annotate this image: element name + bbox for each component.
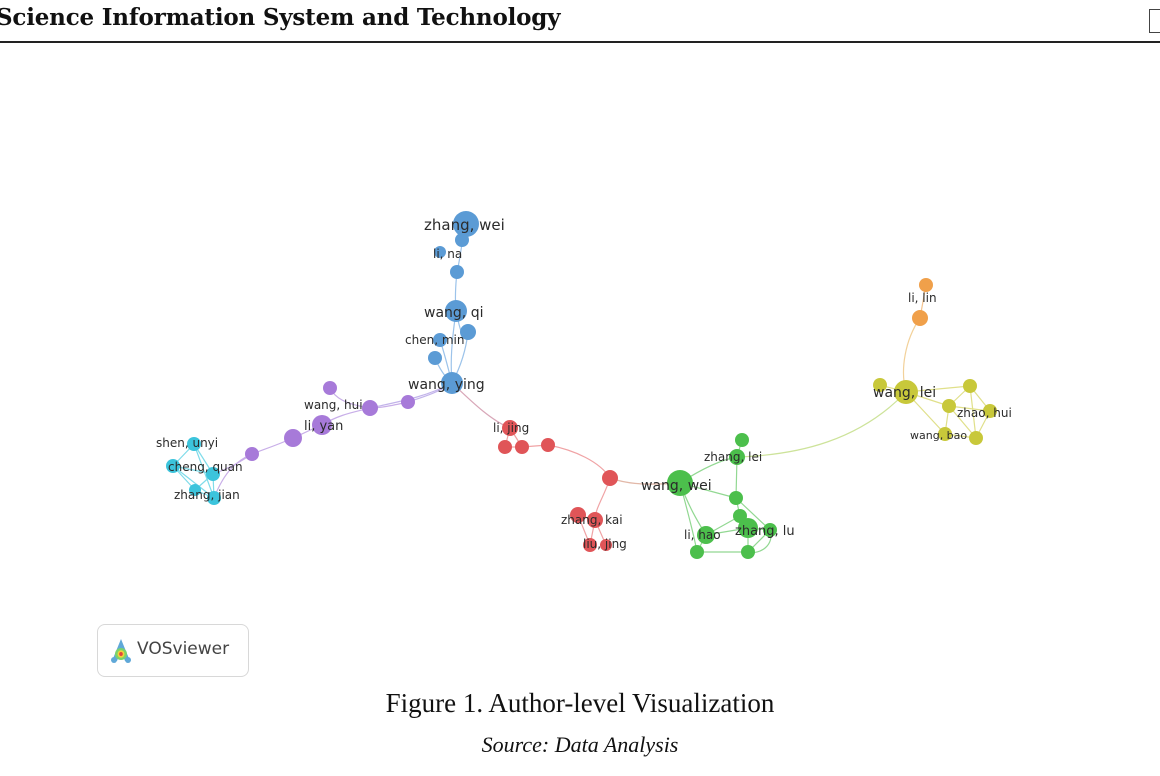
- node-label: li, hao: [684, 528, 721, 542]
- network-node: [763, 523, 777, 537]
- network-node: [690, 545, 704, 559]
- node-label: liu, jing: [583, 537, 627, 551]
- network-node: [166, 459, 180, 473]
- vosviewer-label: VOSviewer: [137, 639, 230, 659]
- network-node: [894, 380, 918, 404]
- edge: [969, 385, 977, 439]
- network-node: [741, 545, 755, 559]
- network-node: [570, 507, 586, 523]
- node-label: li, lin: [908, 291, 937, 305]
- network-node: [541, 438, 555, 452]
- network-node: [245, 447, 259, 461]
- node-label: zhang, jian: [174, 488, 240, 502]
- network-node: [312, 415, 332, 435]
- network-node: [323, 381, 337, 395]
- edge: [172, 465, 215, 499]
- node-label: wang, lei: [873, 385, 936, 401]
- network-node: [460, 324, 476, 340]
- network-node: [942, 399, 956, 413]
- network-node: [515, 440, 529, 454]
- edge: [547, 444, 611, 479]
- network-node: [963, 379, 977, 393]
- node-label: cheng, quan: [168, 460, 243, 474]
- network-node: [450, 265, 464, 279]
- network-node: [912, 310, 928, 326]
- node-label: wang, qi: [424, 305, 483, 321]
- network-node: [207, 491, 221, 505]
- node-label: zhang, lei: [704, 450, 762, 464]
- edge: [735, 497, 771, 531]
- network-node: [428, 351, 442, 365]
- node-label: zhang, lu: [735, 524, 795, 539]
- node-label: chen, min: [405, 333, 464, 347]
- network-node: [602, 470, 618, 486]
- node-label: zhang, wei: [424, 216, 505, 234]
- network-node: [441, 372, 463, 394]
- node-label: wang, hui: [304, 398, 363, 412]
- network-nodes: [166, 211, 997, 559]
- network-node: [600, 539, 612, 551]
- network-node: [434, 246, 446, 258]
- network-node: [729, 449, 745, 465]
- journal-title: Science Information System and Technolog…: [0, 4, 561, 31]
- node-label: li, jing: [493, 421, 529, 435]
- network-node: [983, 404, 997, 418]
- network-node: [583, 538, 597, 552]
- network-edges: [172, 223, 991, 554]
- network-labels: zhang, wei li, na wang, qi chen, min wan…: [156, 216, 1012, 551]
- vosviewer-badge: VOSviewer: [97, 624, 249, 677]
- node-label: li, yan: [304, 419, 343, 434]
- network-node: [738, 518, 758, 538]
- network-node: [729, 491, 743, 505]
- page-header: Science Information System and Technolog…: [0, 0, 1160, 44]
- node-label: zhang, kai: [561, 513, 623, 527]
- node-label: shen, unyi: [156, 436, 218, 450]
- node-label: wang, bao: [910, 429, 967, 442]
- network-node: [445, 300, 467, 322]
- network-node: [206, 467, 220, 481]
- network-node: [502, 420, 518, 436]
- network-node: [498, 440, 512, 454]
- node-label: wang, ying: [408, 377, 485, 393]
- vosviewer-logo-icon: [108, 637, 134, 669]
- network-node: [453, 211, 479, 237]
- network-node: [587, 512, 603, 528]
- network-node: [187, 437, 201, 451]
- network-node: [697, 526, 715, 544]
- network-node: [938, 427, 952, 441]
- network-node: [189, 484, 201, 496]
- node-label: zhao, hui: [957, 406, 1012, 420]
- author-network-diagram: zhang, wei li, na wang, qi chen, min wan…: [156, 211, 1012, 559]
- network-node: [433, 333, 447, 347]
- network-node: [362, 400, 378, 416]
- figure-source: Source: Data Analysis: [481, 732, 679, 757]
- figure-caption: Figure 1. Author-level Visualization: [385, 688, 775, 718]
- network-node: [284, 429, 302, 447]
- header-rule: [0, 41, 1160, 43]
- edge: [736, 391, 907, 458]
- network-node: [969, 431, 983, 445]
- network-node: [735, 433, 749, 447]
- network-node: [873, 378, 887, 392]
- page-number-box: [1149, 9, 1160, 33]
- node-label: li, na: [433, 247, 462, 261]
- edge: [193, 443, 215, 499]
- node-label: wang, wei: [641, 478, 712, 494]
- network-node: [667, 470, 693, 496]
- network-node: [455, 233, 469, 247]
- network-node: [401, 395, 415, 409]
- network-node: [919, 278, 933, 292]
